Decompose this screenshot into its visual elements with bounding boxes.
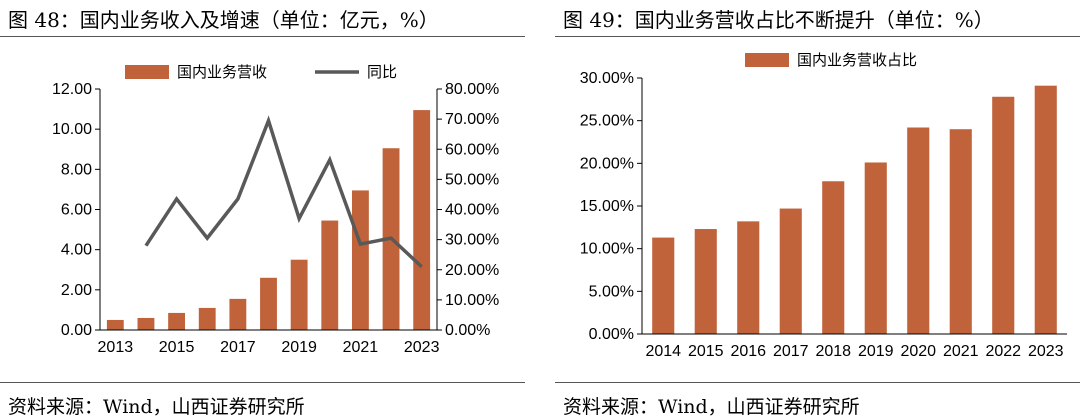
y-tick-label-left: 8.00: [61, 161, 92, 178]
y-tick-label-left: 15.00%: [580, 198, 634, 215]
bar: [652, 237, 675, 334]
bar: [229, 298, 247, 330]
x-tick-label: 2019: [281, 339, 317, 356]
bar: [992, 96, 1015, 334]
bar: [106, 319, 124, 330]
bar: [168, 312, 186, 330]
bar: [198, 307, 216, 330]
y-tick-label-right: 0.00%: [445, 322, 490, 339]
y-tick-label-left: 2.00: [61, 282, 92, 299]
legend-label: 国内业务营收: [177, 64, 267, 81]
x-tick-label: 2017: [773, 343, 809, 360]
y-tick-label-left: 10.00: [52, 121, 92, 138]
bar: [321, 220, 339, 330]
x-tick-label: 2020: [900, 343, 936, 360]
bar: [779, 208, 802, 334]
figure-title: 图 48：国内业务收入及增速（单位：亿元，%）: [8, 8, 439, 32]
y-tick-label-right: 80.00%: [445, 81, 499, 98]
bar: [822, 181, 845, 334]
bar: [907, 127, 930, 334]
y-tick-label-right: 60.00%: [445, 141, 499, 158]
figure-49: 图 49：国内业务营收占比不断提升（单位：%） 0.00% 5.00% 10.00%…: [555, 0, 1080, 420]
x-tick-label: 2021: [943, 343, 979, 360]
y-tick-label-right: 50.00%: [445, 171, 499, 188]
legend-swatch-bar: [745, 53, 789, 67]
x-tick-label: 2015: [688, 343, 724, 360]
x-tick-label: 2018: [815, 343, 851, 360]
growth-line: [144, 115, 423, 269]
legend-swatch-bar: [125, 65, 169, 79]
y-tick-label-left: 4.00: [61, 242, 92, 259]
y-tick-label-left: 6.00: [61, 202, 92, 219]
x-tick-label: 2023: [1028, 343, 1064, 360]
bar: [737, 221, 760, 334]
bar: [260, 277, 277, 330]
y-tick-label-left: 30.00%: [580, 70, 634, 87]
bar: [1034, 85, 1057, 335]
figure-title: 图 49：国内业务营收占比不断提升（单位：%）: [563, 8, 994, 32]
y-tick-label-right: 40.00%: [445, 202, 499, 219]
y-tick-label-left: 20.00%: [580, 155, 634, 172]
y-tick-label-left: 5.00%: [589, 283, 634, 300]
bar: [137, 317, 155, 330]
y-tick-label-right: 70.00%: [445, 111, 499, 128]
x-tick-label: 2022: [985, 343, 1021, 360]
title-divider: [0, 36, 525, 37]
x-tick-label: 2017: [220, 339, 256, 356]
bar: [694, 229, 717, 334]
x-tick-label: 2023: [404, 339, 440, 356]
title-divider: [555, 36, 1080, 37]
source-divider: [0, 382, 525, 383]
revenue-growth-chart: 0.00 2.00 4.00 6.00 8.00 10.00 12.00 0.00% 10.00…: [52, 64, 499, 356]
bar: [351, 190, 369, 330]
x-tick-label: 2019: [858, 343, 894, 360]
source-note: 资料来源：Wind，山西证券研究所: [8, 396, 305, 418]
y-tick-label-right: 10.00%: [445, 292, 499, 309]
bar: [290, 259, 308, 330]
y-tick-label-left: 0.00%: [589, 326, 634, 343]
bar: [949, 129, 972, 334]
source-note: 资料来源：Wind，山西证券研究所: [563, 396, 860, 418]
y-tick-label-left: 0.00: [61, 322, 92, 339]
legend-label: 同比: [367, 64, 397, 81]
x-tick-label: 2014: [645, 343, 681, 360]
source-divider: [555, 382, 1080, 383]
x-tick-label: 2016: [730, 343, 766, 360]
legend-label: 国内业务营收占比: [797, 52, 917, 69]
x-tick-label: 2021: [343, 339, 379, 356]
revenue-share-chart: 0.00% 5.00% 10.00% 15.00% 20.00% 25.00% 30.00%…: [580, 52, 1067, 360]
y-tick-label-right: 20.00%: [445, 262, 499, 279]
x-tick-label: 2015: [159, 339, 195, 356]
y-tick-label-left: 10.00%: [580, 241, 634, 258]
bar: [864, 162, 887, 334]
bar: [413, 110, 431, 331]
figure-48: 图 48：国内业务收入及增速（单位：亿元，%） 0.00 2.00 4.00 6.00…: [0, 0, 525, 420]
x-tick-label: 2013: [98, 339, 134, 356]
y-tick-label-right: 30.00%: [445, 232, 499, 249]
y-tick-label-left: 12.00: [52, 81, 92, 98]
y-tick-label-left: 25.00%: [580, 113, 634, 130]
